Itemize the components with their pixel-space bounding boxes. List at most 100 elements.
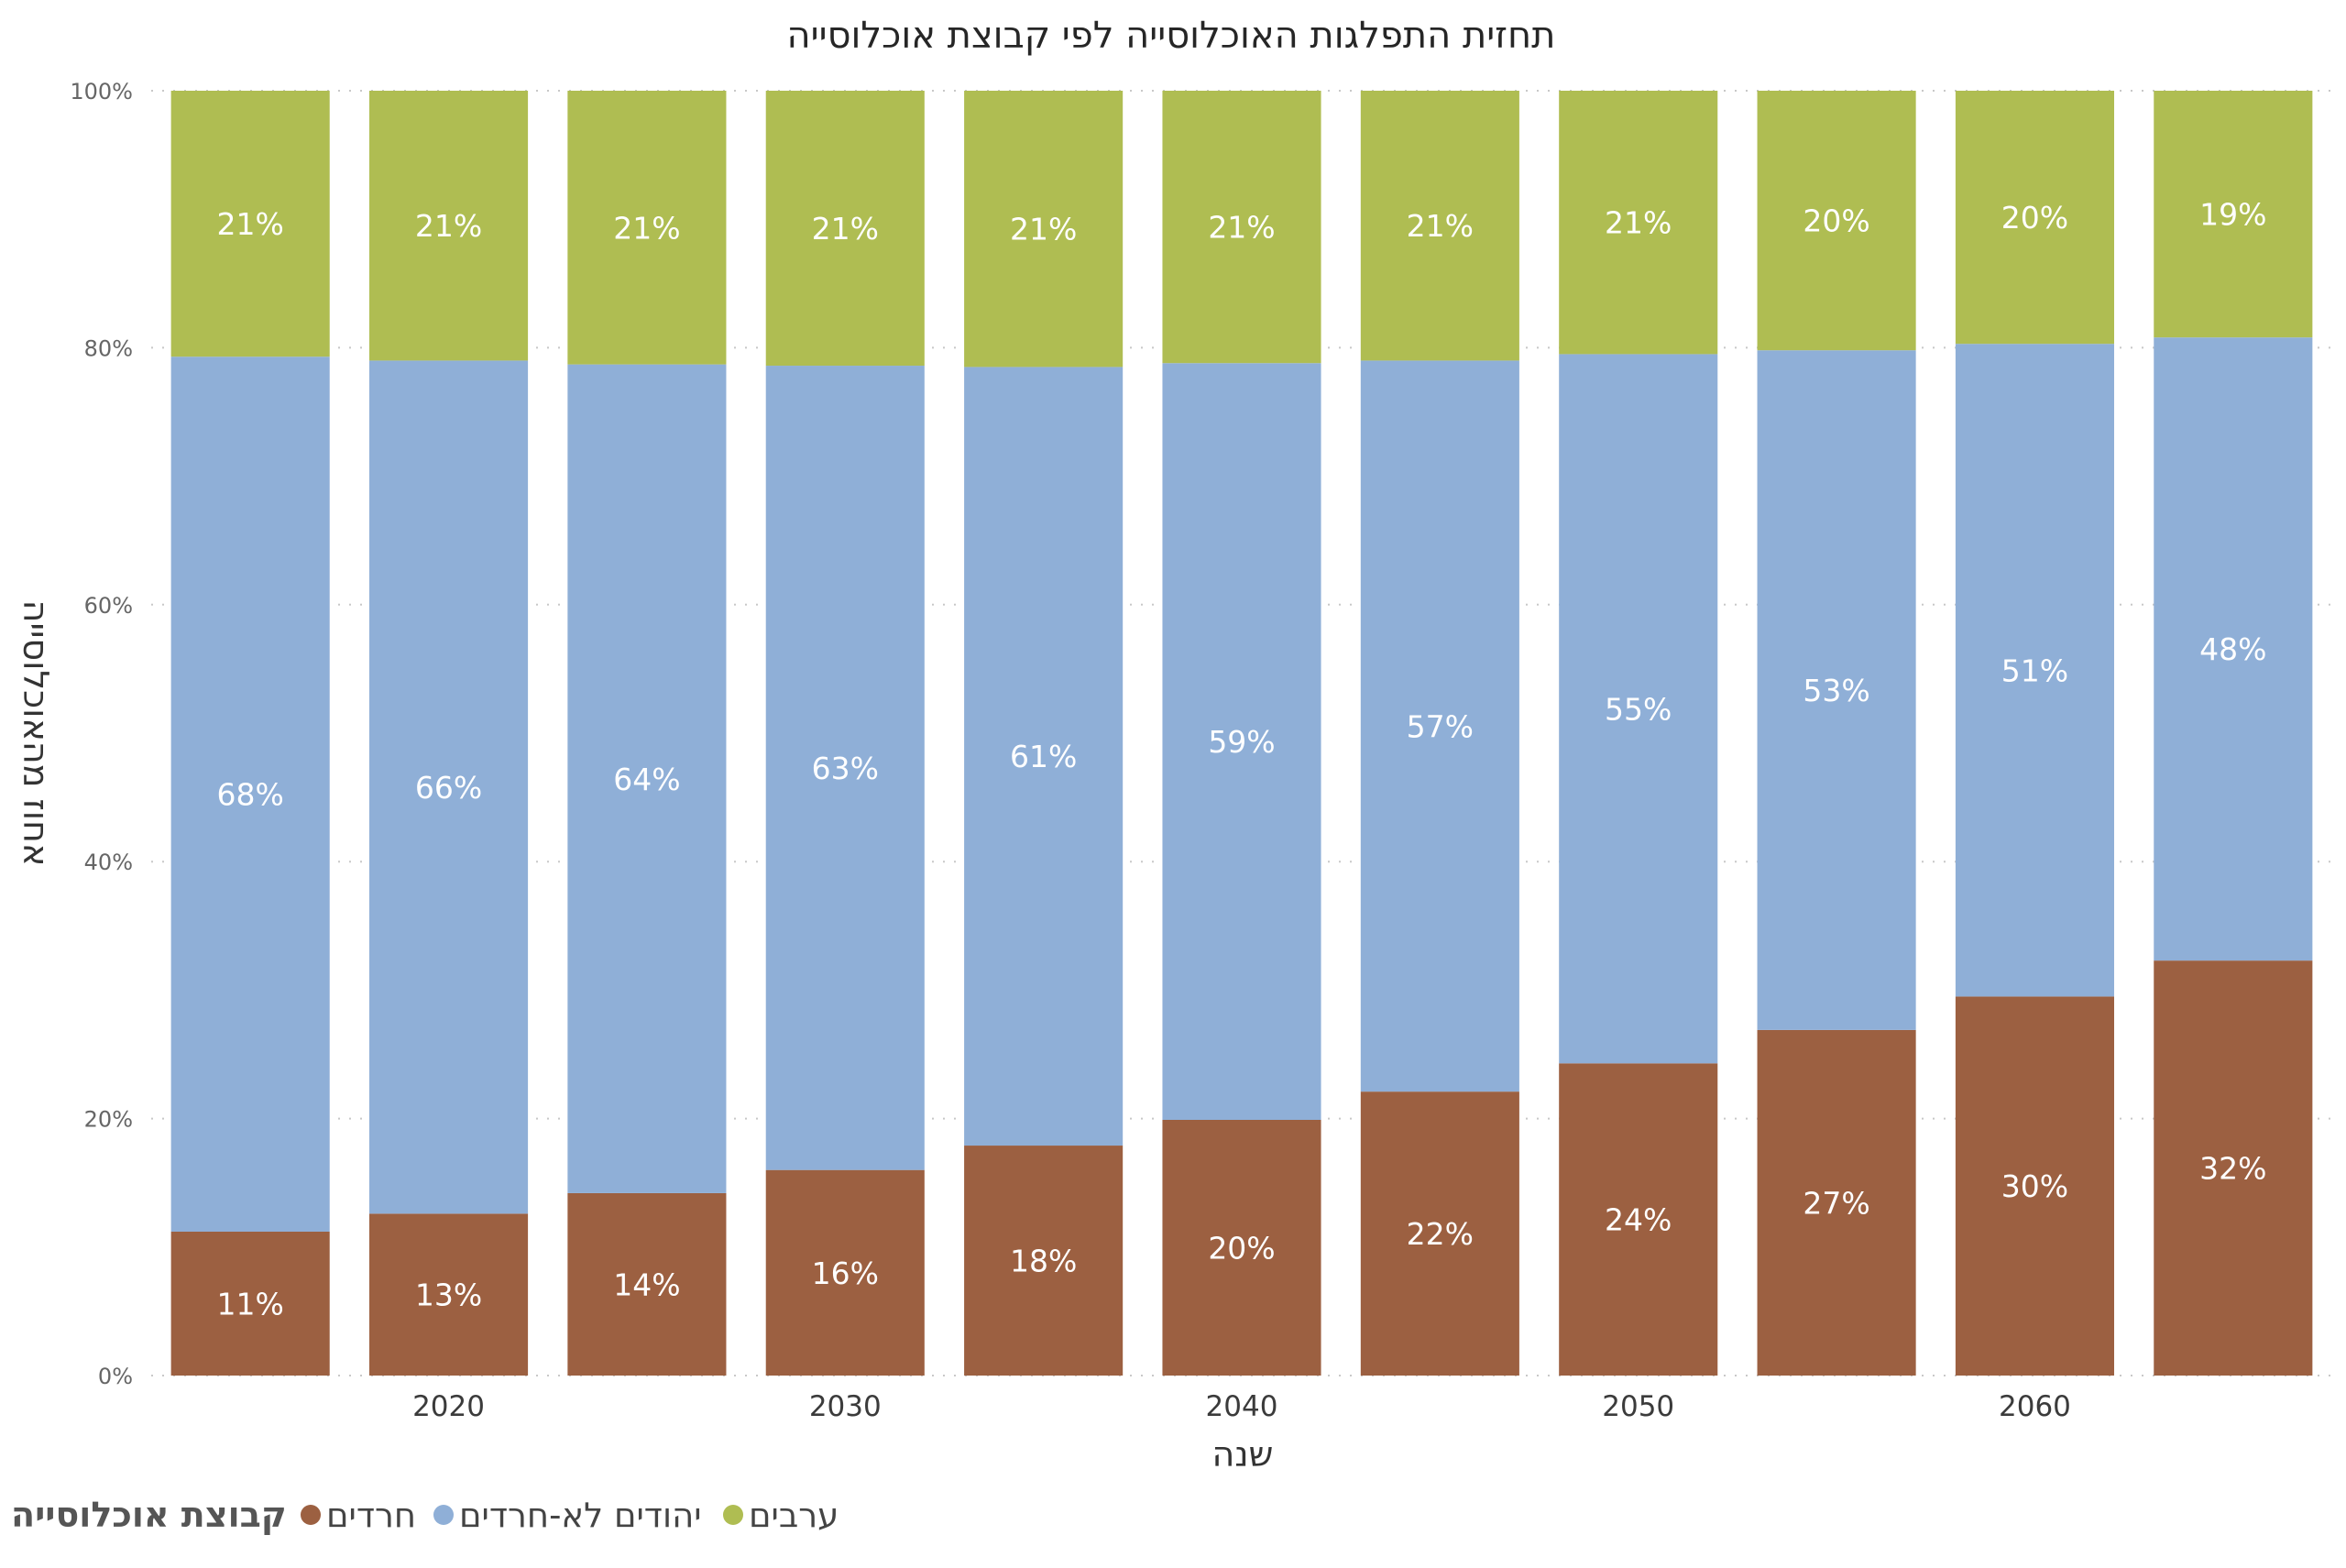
bar-data-label: 21%: [812, 211, 879, 247]
bar-segment: [1955, 91, 2114, 345]
legend-label: ערבים: [749, 1496, 839, 1535]
bar-segment: [2154, 960, 2313, 1376]
bar-segment: [964, 91, 1124, 367]
bar-segment: [1955, 996, 2114, 1376]
bar-stack-2055: 27% 53% 20%: [1757, 91, 1916, 1376]
x-tick-label: 2030: [809, 1390, 882, 1423]
bar-segment: [369, 360, 529, 1214]
legend-label: יהודים לא-חרדים: [459, 1496, 702, 1535]
bar-data-label: 32%: [2199, 1151, 2266, 1187]
bar-segment: [567, 364, 727, 1193]
bar-data-label: 20%: [2001, 200, 2068, 236]
bar-data-label: 20%: [1208, 1231, 1275, 1266]
y-tick-label: 100%: [70, 79, 133, 104]
chart-title: תחזית התפלגות האוכלוסייה לפי קבוצת אוכלו…: [787, 15, 1556, 57]
bar-data-label: 51%: [2001, 652, 2068, 688]
bar-data-label: 59%: [1208, 724, 1275, 760]
bar-data-label: 66%: [415, 770, 482, 806]
bar-stack-2035: 18% 61% 21%: [964, 91, 1124, 1376]
bar-data-label: 48%: [2199, 631, 2266, 667]
bar-stack-2025: 14% 64% 21%: [567, 91, 727, 1376]
bar-data-label: 21%: [1010, 212, 1077, 247]
bar-data-label: 14%: [613, 1266, 680, 1302]
bar-segment: [170, 91, 330, 357]
bar-segment: [567, 1192, 727, 1376]
bar-data-label: 21%: [1407, 208, 1474, 244]
bar-segment: [1757, 1029, 1916, 1376]
bar-segment: [2154, 337, 2313, 961]
bar-segment: [1162, 91, 1321, 364]
bar-stack-2060: 30% 51% 20%: [1955, 91, 2114, 1376]
bar-segment: [1559, 91, 1718, 355]
bar-segment: [1757, 91, 1916, 351]
bar-segment: [1757, 350, 1916, 1030]
bar-stack-2040: 20% 59% 21%: [1162, 91, 1321, 1376]
bar-segment: [567, 91, 727, 365]
bar-segment: [1162, 1120, 1321, 1376]
legend: קבוצת אוכלוסייה חרדים יהודים לא-חרדים ערבים: [11, 1495, 839, 1535]
bar-data-label: 21%: [613, 210, 680, 246]
x-tick-label: 2020: [412, 1390, 485, 1423]
bar-data-label: 53%: [1803, 673, 1869, 708]
bars: 11% 68% 21% 13% 66% 21% 14% 64% 21% 16% 63% 21% 18% 6…: [170, 91, 2313, 1376]
bar-segment: [765, 366, 925, 1170]
bar-data-label: 63%: [812, 751, 879, 786]
x-tick-label: 2040: [1206, 1390, 1278, 1423]
y-tick-label: 40%: [84, 850, 133, 875]
y-tick-label: 20%: [84, 1107, 133, 1133]
bar-segment: [170, 1231, 330, 1376]
bar-data-label: 55%: [1605, 691, 1672, 727]
bar-stack-2050: 24% 55% 21%: [1559, 91, 1718, 1376]
bar-stack-2015: 11% 68% 21%: [170, 91, 330, 1376]
bar-segment: [2154, 91, 2313, 338]
y-axis-ticks: 0% 20% 40% 60% 80% 100%: [70, 79, 133, 1389]
bar-segment: [964, 367, 1124, 1146]
bar-data-label: 30%: [2001, 1168, 2068, 1204]
legend-marker: [433, 1505, 454, 1525]
bar-segment: [1360, 91, 1519, 361]
x-axis-ticks: 2020 2030 2040 2050 2060: [412, 1390, 2071, 1423]
bar-data-label: 64%: [613, 762, 680, 797]
bar-data-label: 22%: [1407, 1216, 1474, 1252]
bar-segment: [170, 356, 330, 1232]
legend-item: חרדים: [301, 1496, 416, 1535]
legend-item: ערבים: [723, 1496, 839, 1535]
bar-segment: [1559, 354, 1718, 1064]
bar-stack-2020: 13% 66% 21%: [369, 91, 529, 1376]
bar-data-label: 57%: [1407, 708, 1474, 744]
x-tick-label: 2050: [1602, 1390, 1674, 1423]
y-tick-label: 60%: [84, 593, 133, 619]
bar-data-label: 11%: [217, 1286, 284, 1321]
y-tick-label: 0%: [98, 1364, 133, 1389]
legend-item: יהודים לא-חרדים: [433, 1496, 702, 1535]
bar-data-label: 21%: [1605, 205, 1672, 241]
bar-data-label: 21%: [1208, 210, 1275, 246]
bar-data-label: 19%: [2199, 197, 2266, 233]
bar-segment: [369, 1213, 529, 1376]
bar-data-label: 27%: [1803, 1185, 1869, 1221]
x-axis-label: שנה: [1212, 1434, 1274, 1475]
bar-segment: [369, 91, 529, 361]
bar-stack-2045: 22% 57% 21%: [1360, 91, 1519, 1376]
legend-label: חרדים: [326, 1496, 416, 1535]
bar-data-label: 21%: [415, 208, 482, 244]
bar-stack-2065: 32% 48% 19%: [2154, 91, 2313, 1376]
y-axis-label: אחוז מהאוכלוסייה: [16, 600, 56, 867]
x-tick-label: 2060: [1999, 1390, 2071, 1423]
bar-segment: [765, 1169, 925, 1376]
bar-segment: [1955, 344, 2114, 997]
bar-segment: [964, 1146, 1124, 1376]
bar-data-label: 21%: [217, 206, 284, 242]
bar-segment: [1360, 1091, 1519, 1376]
y-tick-label: 80%: [84, 335, 133, 361]
bar-data-label: 24%: [1605, 1202, 1672, 1238]
bar-data-label: 18%: [1010, 1244, 1077, 1279]
bar-stack-2030: 16% 63% 21%: [765, 91, 925, 1376]
bar-segment: [1559, 1063, 1718, 1376]
legend-marker: [301, 1505, 321, 1525]
bar-data-label: 61%: [1010, 739, 1077, 774]
bar-segment: [765, 91, 925, 367]
bar-data-label: 20%: [1803, 203, 1869, 239]
legend-title: קבוצת אוכלוסייה: [11, 1495, 287, 1535]
